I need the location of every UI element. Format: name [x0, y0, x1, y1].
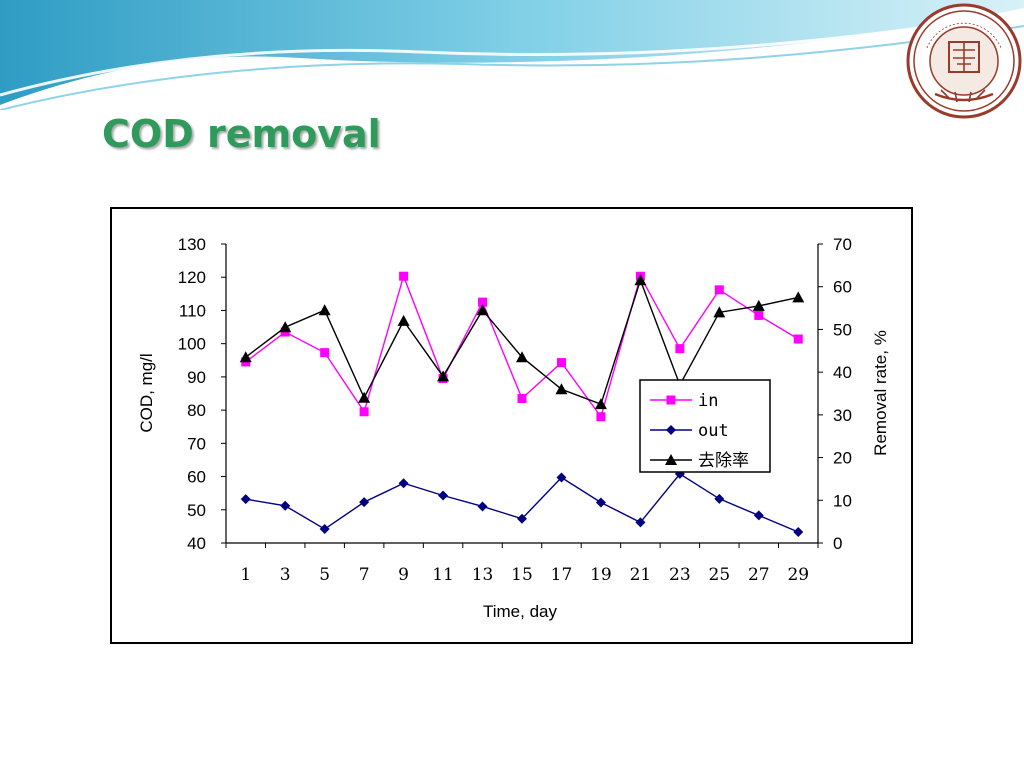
- chart-labels: Time, day COD, mg/l Removal rate, %: [137, 330, 890, 621]
- y-tick-label: 100: [178, 335, 206, 354]
- data-point: [556, 358, 566, 368]
- legend-marker: [666, 395, 676, 405]
- legend-label: 去除率: [698, 451, 749, 471]
- y2-tick-label: 50: [833, 320, 852, 339]
- y-tick-label: 40: [187, 534, 206, 553]
- legend-label: out: [698, 421, 729, 441]
- y-tick-label: 130: [178, 235, 206, 254]
- data-point: [358, 391, 371, 403]
- data-point: [594, 398, 607, 410]
- data-point: [635, 517, 646, 528]
- data-point: [753, 510, 764, 521]
- x-tick-label: 7: [359, 565, 370, 585]
- data-point: [438, 490, 449, 501]
- x-tick-label: 3: [280, 565, 291, 585]
- x-tick-label: 17: [551, 565, 573, 585]
- y2-tick-label: 10: [833, 491, 852, 510]
- x-tick-label: 5: [319, 565, 330, 585]
- data-point: [754, 310, 764, 320]
- y-tick-label: 70: [187, 434, 206, 453]
- data-point: [397, 314, 410, 326]
- x-tick-label: 11: [432, 565, 454, 585]
- legend-label: in: [698, 391, 718, 411]
- data-point: [398, 478, 409, 489]
- y-axis-label: COD, mg/l: [137, 353, 156, 432]
- legend-box: [639, 379, 771, 473]
- y2-tick-label: 30: [833, 406, 852, 425]
- x-tick-label: 9: [398, 565, 409, 585]
- data-point: [714, 285, 724, 295]
- slide-title: COD removal: [102, 112, 381, 156]
- data-point: [675, 344, 685, 354]
- x-tick-label: 19: [590, 565, 612, 585]
- legend-marker: [666, 425, 676, 435]
- chart-legend: in out 去除率: [639, 379, 771, 473]
- y-tick-label: 120: [178, 268, 206, 287]
- data-point: [595, 497, 606, 508]
- data-point: [359, 497, 370, 508]
- y2-tick-label: 70: [833, 235, 852, 254]
- data-point: [714, 493, 725, 504]
- data-point: [359, 407, 369, 417]
- data-point: [517, 513, 527, 524]
- data-point: [517, 393, 527, 403]
- university-seal-logo: [906, 3, 1022, 119]
- y-tick-label: 50: [187, 501, 206, 520]
- x-tick-label: 21: [630, 565, 652, 585]
- data-point: [280, 500, 291, 511]
- data-point: [752, 299, 765, 311]
- series-out: [240, 468, 804, 538]
- x-tick-label: 15: [511, 565, 533, 585]
- data-point: [477, 501, 488, 512]
- x-tick-label: 29: [787, 565, 809, 585]
- data-point: [239, 351, 252, 363]
- y2-tick-label: 20: [833, 449, 852, 468]
- x-tick-label: 13: [472, 565, 494, 585]
- data-point: [793, 334, 803, 344]
- data-point: [437, 370, 450, 382]
- chart-frame: 130 120 110 100 90 80 70 60 50 40 70 60 50 40 30 20 10 0 1…: [110, 207, 913, 644]
- data-point: [319, 524, 330, 535]
- data-point: [320, 348, 330, 358]
- y-tick-label: 80: [187, 401, 206, 420]
- data-point: [279, 321, 292, 333]
- y-tick-label: 110: [179, 301, 206, 320]
- x-tick-label: 1: [240, 565, 251, 585]
- data-point: [478, 297, 488, 307]
- data-point: [240, 494, 251, 505]
- data-point: [318, 304, 331, 316]
- x-tick-label: 23: [669, 565, 691, 585]
- x-tick-label: 25: [709, 565, 731, 585]
- y2-tick-label: 40: [833, 363, 852, 382]
- y-tick-label: 60: [187, 468, 206, 487]
- legend-marker: [665, 454, 677, 465]
- x-tick-label: 27: [748, 565, 770, 585]
- data-point: [634, 274, 647, 286]
- y-tick-label: 90: [187, 368, 206, 387]
- data-point: [476, 304, 489, 316]
- chart-series: [239, 271, 805, 538]
- y2-tick-label: 0: [833, 534, 842, 553]
- x-axis-label: Time, day: [483, 602, 558, 621]
- y2-axis-label: Removal rate, %: [871, 330, 890, 456]
- data-point: [516, 351, 528, 363]
- data-point: [713, 306, 726, 318]
- data-point: [596, 412, 606, 422]
- data-point: [792, 291, 805, 303]
- data-point: [556, 472, 567, 483]
- data-point: [793, 527, 804, 538]
- header-wave-decoration: [0, 0, 1024, 110]
- y2-tick-label: 60: [833, 278, 852, 297]
- chart-axes: 1301201101009080706050407060504030201001…: [178, 235, 852, 585]
- cod-removal-chart: 1301201101009080706050407060504030201001…: [137, 235, 890, 621]
- data-point: [399, 271, 409, 281]
- data-point: [555, 383, 568, 395]
